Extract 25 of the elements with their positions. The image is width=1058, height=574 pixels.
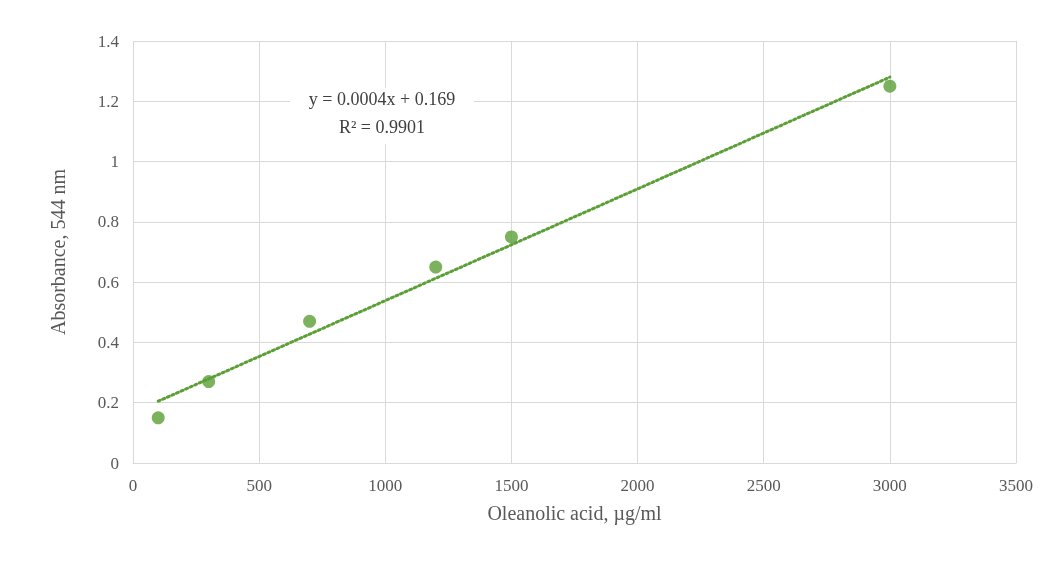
y-tick-label: 1 [110,152,119,172]
y-tick-label: 0 [110,453,119,473]
x-tick-label: 1000 [368,476,403,495]
x-tick-label: 2000 [620,476,655,495]
x-tick-label: 500 [246,476,272,495]
y-tick-label: 0.8 [97,212,119,232]
y-tick-label: 0.4 [97,332,120,352]
y-tick-label: 1.4 [97,31,120,51]
point [504,230,518,244]
point [429,260,443,274]
annotation: y = 0.0004x + 0.169 [308,89,456,109]
y-tick-label: 0.2 [97,393,119,413]
point [303,314,317,328]
point [883,79,897,93]
x-tick-label: 1500 [494,476,529,495]
x-tick-label: 2500 [746,476,781,495]
annotation: R² = 0.9901 [338,117,426,137]
x-tick-label: 0 [128,476,138,495]
point [151,411,165,425]
y-tick-label: 1.2 [97,91,119,111]
x-tick-label: 3500 [999,476,1033,495]
x-tick-label: 3000 [872,476,907,495]
x-axis-title: Oleanolic acid, µg/ml [487,502,663,525]
y-tick-label: 0.6 [97,272,119,292]
y-axis-title: Absorbance, 544 nm [47,168,69,336]
